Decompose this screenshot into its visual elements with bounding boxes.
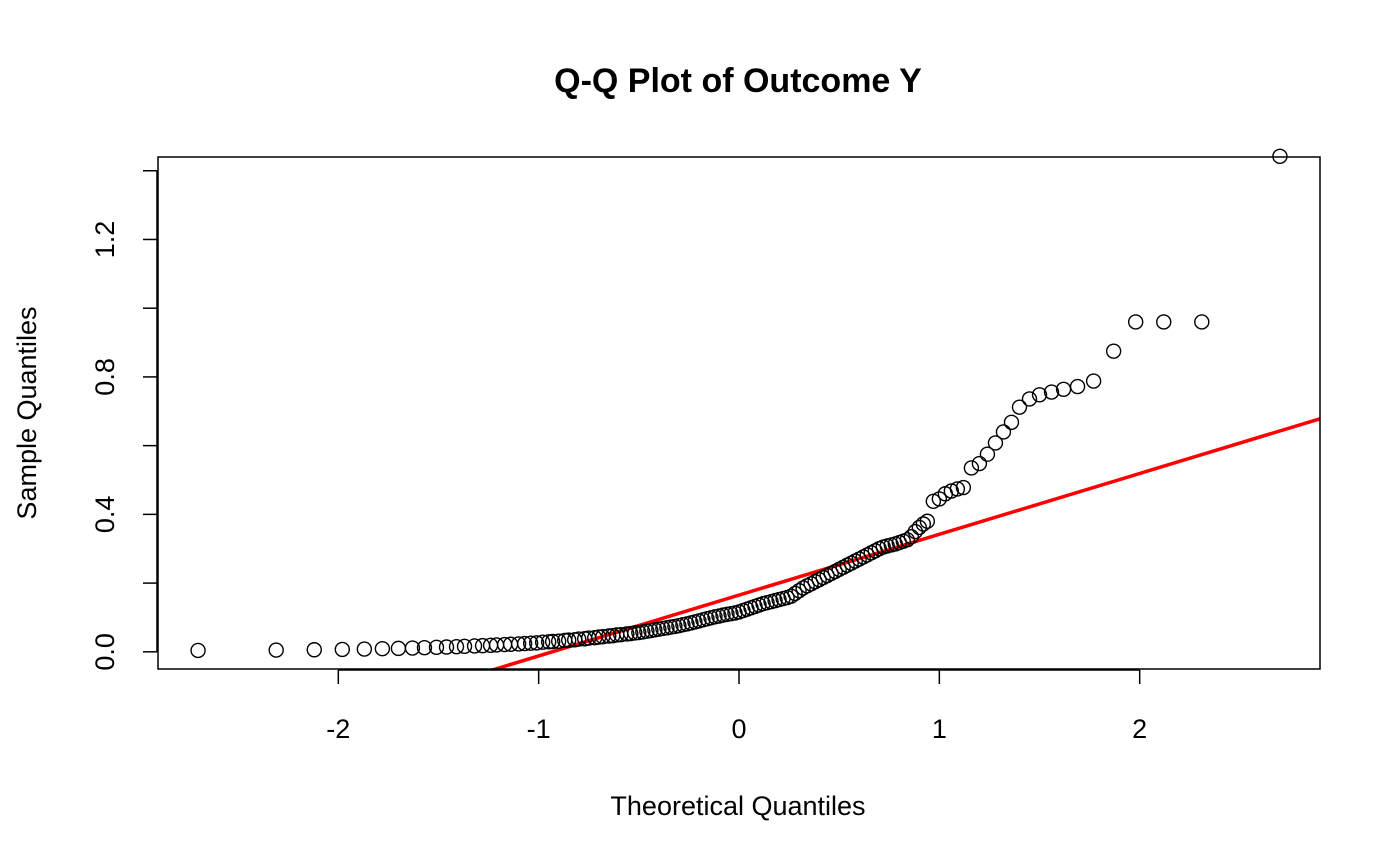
data-point bbox=[949, 481, 966, 497]
data-point bbox=[550, 633, 567, 649]
data-point bbox=[971, 455, 988, 472]
data-point bbox=[987, 435, 1004, 451]
data-point bbox=[955, 479, 972, 496]
data-point bbox=[899, 532, 915, 548]
x-tick-label: 2 bbox=[1132, 714, 1147, 744]
data-point bbox=[466, 638, 483, 654]
data-point bbox=[1043, 384, 1060, 400]
data-point bbox=[1127, 314, 1144, 330]
data-point bbox=[571, 631, 587, 647]
data-point bbox=[416, 639, 433, 656]
data-points bbox=[190, 148, 1288, 659]
data-point bbox=[356, 641, 373, 657]
x-tick-label: 1 bbox=[932, 714, 947, 744]
data-point bbox=[979, 446, 996, 462]
y-tick-label: 0.0 bbox=[90, 633, 120, 671]
data-point bbox=[1069, 378, 1086, 395]
y-tick-label: 1.2 bbox=[90, 221, 120, 259]
data-point bbox=[783, 588, 799, 604]
reference-line bbox=[489, 417, 1320, 669]
data-point bbox=[931, 491, 948, 507]
data-point bbox=[1085, 373, 1102, 389]
data-point bbox=[619, 626, 635, 642]
data-point bbox=[474, 637, 491, 654]
data-point bbox=[190, 642, 206, 659]
x-tick-label: -1 bbox=[527, 714, 551, 744]
data-point bbox=[963, 460, 980, 476]
data-point bbox=[1003, 414, 1020, 430]
data-point bbox=[561, 632, 577, 648]
y-axis: 0.0 0.4 0.8 1.2 bbox=[90, 169, 158, 671]
data-point bbox=[911, 519, 928, 536]
data-point bbox=[919, 513, 936, 529]
data-point bbox=[1021, 391, 1038, 407]
data-point bbox=[1194, 314, 1210, 330]
x-tick-label: -2 bbox=[326, 714, 350, 744]
data-point bbox=[438, 639, 455, 655]
data-point bbox=[903, 529, 919, 545]
x-axis: -2 -1 0 1 2 bbox=[326, 669, 1147, 744]
data-point bbox=[268, 642, 284, 658]
data-point bbox=[528, 635, 545, 651]
data-point bbox=[791, 582, 807, 599]
data-point bbox=[995, 424, 1012, 440]
reference-line-group bbox=[489, 417, 1320, 669]
data-point bbox=[390, 640, 407, 657]
data-point bbox=[510, 636, 527, 652]
data-point bbox=[448, 638, 465, 655]
data-point bbox=[1031, 387, 1048, 403]
x-tick-label: 0 bbox=[731, 714, 746, 744]
data-point bbox=[1105, 343, 1122, 359]
y-axis-label: Sample Quantiles bbox=[12, 306, 42, 519]
data-point bbox=[915, 516, 932, 532]
data-point bbox=[334, 641, 351, 658]
data-point bbox=[1011, 399, 1028, 415]
data-point bbox=[374, 641, 391, 657]
data-point bbox=[456, 638, 473, 655]
plot-area-frame bbox=[157, 156, 1321, 670]
data-point bbox=[534, 634, 551, 650]
data-point bbox=[627, 625, 643, 641]
data-point bbox=[787, 585, 803, 602]
data-point bbox=[540, 634, 557, 650]
y-tick-label: 0.4 bbox=[90, 496, 120, 534]
data-point bbox=[601, 628, 617, 644]
y-tick-label: 0.8 bbox=[90, 358, 120, 396]
data-point bbox=[428, 639, 445, 656]
data-point bbox=[306, 642, 322, 658]
data-point bbox=[943, 483, 960, 499]
chart-title: Q-Q Plot of Outcome Y bbox=[554, 62, 922, 100]
data-point bbox=[516, 635, 533, 652]
data-point bbox=[544, 633, 561, 650]
data-point bbox=[1156, 314, 1172, 330]
data-point bbox=[404, 640, 421, 656]
x-axis-label: Theoretical Quantiles bbox=[610, 791, 865, 821]
data-point bbox=[522, 635, 539, 651]
